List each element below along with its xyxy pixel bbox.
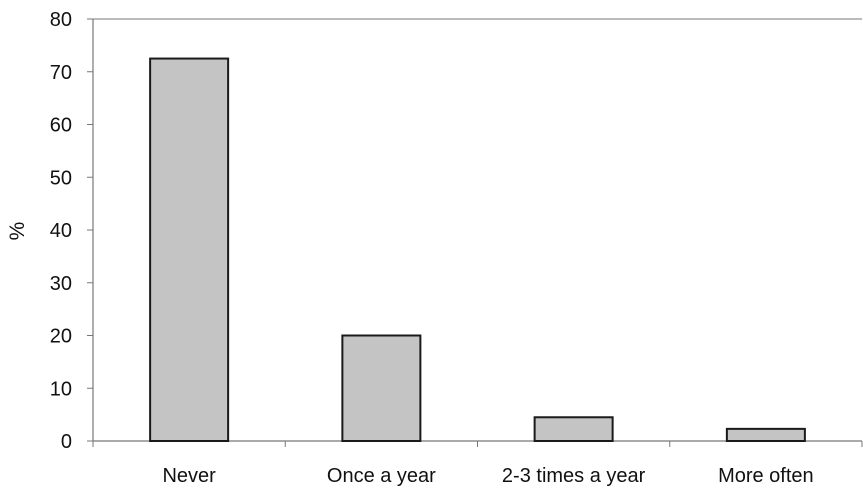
bar-never [149,57,230,442]
y-tick-label: 10 [50,378,72,400]
y-tick-label: 70 [50,62,72,84]
bar-more-often [725,427,806,442]
x-tick-label: Once a year [327,465,436,487]
y-axis-title: % [6,222,29,241]
bar-2-3-times-a-year [533,416,614,443]
x-tick-label: Never [162,465,216,487]
y-tick-label: 60 [50,115,72,137]
x-tick-label: 2-3 times a year [502,465,646,487]
y-tick-label: 80 [50,9,72,31]
y-tick-label: 30 [50,273,72,295]
x-tick-label: More often [718,465,814,487]
y-tick-label: 0 [61,431,72,453]
x-axis-labels: Never Once a year 2-3 times a year More oft… [92,441,863,487]
bars [149,57,806,443]
y-tick-label: 50 [50,167,72,189]
y-tick-label: 40 [50,220,72,242]
y-axis-ticks: 0 10 20 30 40 50 60 70 80 [50,9,93,453]
bar-once-a-year [341,334,422,442]
y-tick-label: 20 [50,326,72,348]
